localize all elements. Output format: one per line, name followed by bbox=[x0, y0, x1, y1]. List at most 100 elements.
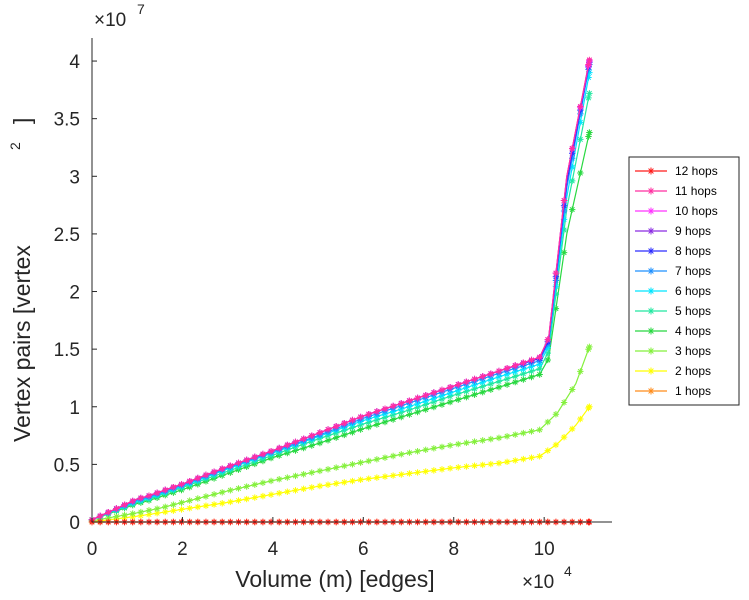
series-marker bbox=[422, 392, 429, 399]
series-marker bbox=[105, 514, 112, 522]
series-marker bbox=[544, 447, 551, 454]
series-marker bbox=[528, 356, 535, 364]
series-marker bbox=[349, 416, 356, 424]
x-axis-label: Volume (m) [edges] bbox=[235, 566, 434, 592]
series-marker bbox=[479, 373, 486, 380]
series-marker bbox=[520, 370, 527, 378]
series-marker bbox=[512, 373, 519, 380]
series-marker bbox=[536, 360, 543, 368]
series-marker bbox=[577, 119, 584, 126]
series-marker bbox=[365, 423, 372, 431]
series-marker bbox=[267, 491, 275, 498]
series-marker bbox=[647, 187, 655, 195]
series-marker bbox=[129, 497, 136, 505]
x-multiplier: ×10 bbox=[522, 572, 554, 593]
series-marker bbox=[219, 489, 226, 496]
legend-item: 2 hops bbox=[635, 364, 711, 378]
series-marker bbox=[520, 455, 527, 463]
series-marker bbox=[487, 380, 495, 388]
series-marker bbox=[528, 428, 535, 435]
legend-item: 10 hops bbox=[635, 204, 718, 218]
series-marker bbox=[381, 473, 389, 480]
series-marker bbox=[544, 349, 551, 357]
series-marker bbox=[536, 426, 543, 434]
legend-label: 11 hops bbox=[675, 184, 717, 198]
series-10-hops bbox=[88, 57, 593, 523]
series-7-hops bbox=[88, 61, 593, 523]
series-marker bbox=[414, 394, 421, 402]
series-marker bbox=[357, 459, 364, 466]
series-marker bbox=[495, 367, 503, 375]
series-marker bbox=[341, 431, 348, 439]
series-marker bbox=[471, 438, 478, 445]
series-marker bbox=[647, 307, 655, 315]
series-marker bbox=[186, 497, 193, 504]
series-marker bbox=[324, 426, 332, 433]
series-marker bbox=[430, 395, 438, 402]
series-marker bbox=[577, 110, 584, 118]
series-marker bbox=[495, 434, 503, 442]
series-marker bbox=[479, 437, 486, 444]
y-tick-label: 3 bbox=[69, 167, 80, 188]
series-marker bbox=[471, 385, 478, 393]
series-marker bbox=[586, 129, 593, 136]
series-marker bbox=[365, 475, 372, 482]
series-marker bbox=[430, 389, 438, 396]
series-marker bbox=[471, 381, 478, 389]
series-marker bbox=[332, 423, 340, 430]
series-marker bbox=[332, 464, 340, 471]
legend-label: 8 hops bbox=[675, 244, 711, 258]
series-marker bbox=[503, 371, 511, 378]
legend-item: 1 hops bbox=[635, 384, 711, 398]
legend-item: 7 hops bbox=[635, 264, 711, 278]
y-tick-label: 4 bbox=[69, 52, 80, 73]
ticks: 0 2 4 6 8 10 0 0.5 1 1.5 2 2.5 3 3.5 4 bbox=[54, 52, 555, 560]
series-marker bbox=[552, 441, 560, 449]
series-line bbox=[91, 64, 590, 521]
series-marker bbox=[647, 347, 655, 355]
series-marker bbox=[463, 463, 470, 470]
series-marker bbox=[292, 487, 299, 494]
series-marker bbox=[560, 226, 568, 234]
series-line bbox=[91, 60, 590, 521]
series-marker bbox=[178, 506, 185, 513]
series-marker bbox=[463, 439, 470, 447]
series-marker bbox=[463, 393, 470, 401]
series-marker bbox=[647, 207, 655, 215]
legend-label: 2 hops bbox=[675, 364, 711, 378]
series-marker bbox=[544, 344, 551, 351]
series-marker bbox=[308, 442, 315, 449]
y-axis-label: Vertex pairs [vertex bbox=[9, 245, 35, 442]
series-marker bbox=[398, 471, 405, 478]
series-marker bbox=[398, 405, 405, 413]
series-marker bbox=[471, 391, 478, 398]
series-marker bbox=[259, 492, 267, 500]
series-marker bbox=[520, 376, 527, 383]
series-marker bbox=[170, 483, 177, 491]
y-tick-label: 0.5 bbox=[54, 455, 80, 476]
series-marker bbox=[446, 398, 454, 406]
legend-label: 10 hops bbox=[675, 204, 718, 218]
series-marker bbox=[227, 498, 234, 506]
series-marker bbox=[96, 512, 104, 520]
legend-item: 12 hops bbox=[635, 164, 718, 178]
series-marker bbox=[105, 509, 112, 516]
series-marker bbox=[438, 443, 446, 451]
series-marker bbox=[520, 429, 527, 437]
series-marker bbox=[552, 283, 560, 290]
series-marker bbox=[585, 346, 592, 353]
series-marker bbox=[292, 447, 299, 454]
series-marker bbox=[235, 485, 242, 492]
series-marker bbox=[512, 378, 519, 386]
y-axis-label-superscript: 2 bbox=[7, 142, 23, 150]
legend-item: 6 hops bbox=[635, 284, 711, 298]
series-marker bbox=[512, 362, 519, 369]
y-tick-label: 2.5 bbox=[54, 225, 80, 246]
series-line bbox=[91, 93, 590, 521]
series-marker bbox=[422, 446, 429, 453]
series-marker bbox=[455, 396, 462, 403]
x-multiplier-exponent: 4 bbox=[564, 563, 572, 579]
series-marker bbox=[552, 269, 560, 277]
series-marker bbox=[251, 481, 258, 488]
series-marker bbox=[243, 483, 250, 490]
